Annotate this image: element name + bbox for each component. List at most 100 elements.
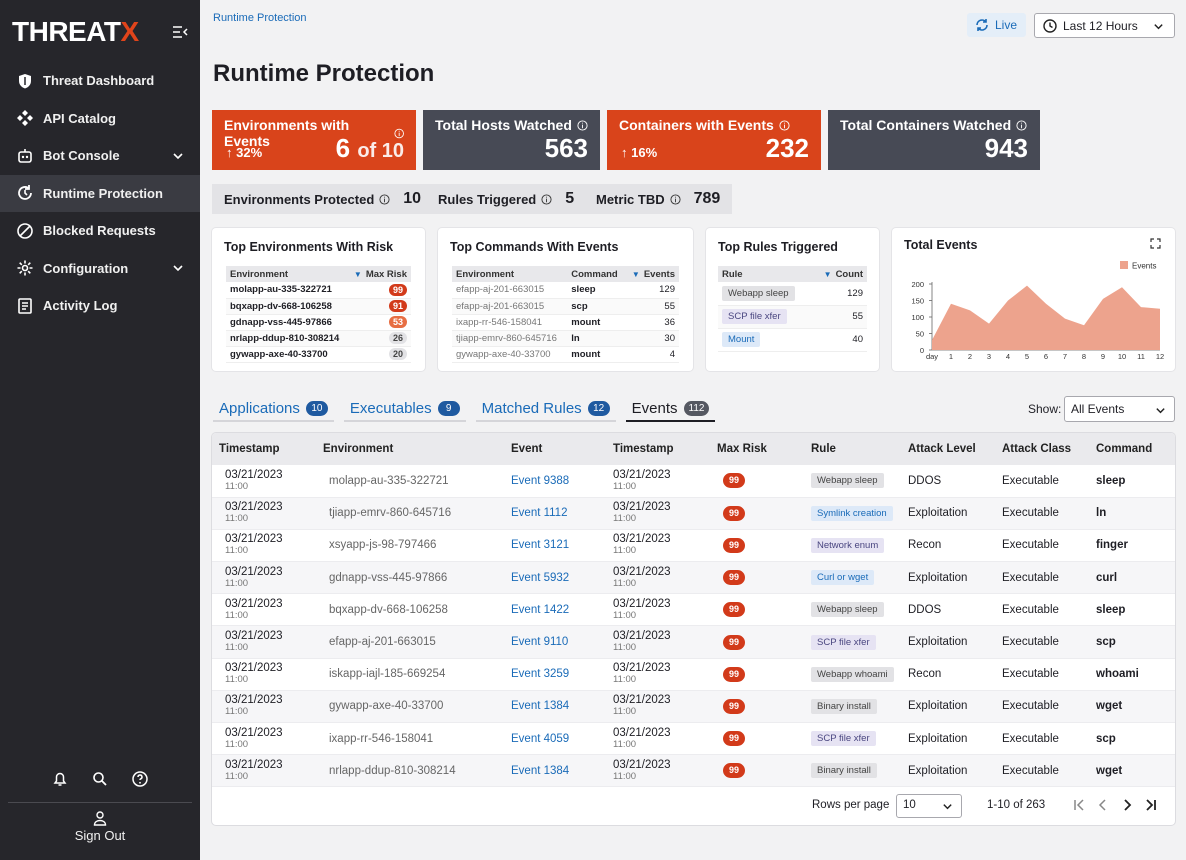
col-header[interactable]: Command <box>1089 433 1175 465</box>
mini-kpi-metric-tbd[interactable]: Metric TBD 789 <box>584 184 733 214</box>
col-header[interactable]: Attack Class <box>995 433 1089 465</box>
mini-kpi-rules-triggered[interactable]: Rules Triggered 5 <box>426 184 587 214</box>
rule-chip[interactable]: SCP file xfer <box>811 634 876 650</box>
table-row[interactable]: 03/21/2023 11:00 molapp-au-335-322721 Event… <box>212 465 1175 498</box>
bell-icon[interactable] <box>51 770 69 788</box>
event-link[interactable]: Event 3121 <box>511 539 570 552</box>
col-header[interactable]: ▼ Events <box>624 266 679 282</box>
tab-events[interactable]: Events 112 <box>625 396 716 422</box>
col-header[interactable]: Attack Level <box>901 433 995 465</box>
kpi-containers-with-events[interactable]: Containers with Events ↑ 16% 232 <box>607 110 821 170</box>
event-link[interactable]: Event 4059 <box>511 732 570 745</box>
table-row[interactable]: ixapp-rr-546-158041 mount 36 <box>452 314 679 331</box>
table-row[interactable]: efapp-aj-201-663015 scp 55 <box>452 298 679 315</box>
event-link[interactable]: Event 1384 <box>511 764 570 777</box>
rule-chip[interactable]: Webapp sleep <box>811 602 884 618</box>
table-row[interactable]: 03/21/2023 11:00 iskapp-iajl-185-669254 Eve… <box>212 658 1175 691</box>
table-row[interactable]: bqxapp-dv-668-106258 91 <box>226 298 411 315</box>
rule-chip[interactable]: SCP file xfer <box>811 731 876 747</box>
threatx-logo[interactable]: THREATX <box>12 16 139 47</box>
kpi-environments-with-events[interactable]: Environments with Events ↑ 32% 6 of 10 <box>212 110 416 170</box>
rows-per-page-select[interactable]: 10 <box>896 794 962 818</box>
col-header[interactable]: Rule <box>718 266 812 282</box>
timestamp-cell: 03/21/2023 11:00 <box>606 593 710 627</box>
sidebar-item-api-catalog[interactable]: API Catalog <box>0 100 200 138</box>
help-icon[interactable] <box>131 770 149 788</box>
kpi-total-containers[interactable]: Total Containers Watched 943 <box>828 110 1040 170</box>
sidebar-item-blocked-requests[interactable]: Blocked Requests <box>0 212 200 250</box>
table-row[interactable]: gdnapp-vss-445-97866 53 <box>226 314 411 331</box>
rule-chip[interactable]: Binary install <box>811 698 877 714</box>
table-row[interactable]: 03/21/2023 11:00 bqxapp-dv-668-106258 Event… <box>212 593 1175 627</box>
col-header[interactable]: Timestamp <box>606 433 710 465</box>
tab-applications[interactable]: Applications 10 <box>213 396 334 422</box>
rule-chip[interactable]: Curl or wget <box>811 570 875 586</box>
table-row[interactable]: efapp-aj-201-663015 sleep 129 <box>452 282 679 299</box>
sidebar-item-bot-console[interactable]: Bot Console <box>0 137 200 175</box>
time-range-select[interactable]: Last 12 Hours <box>1034 13 1175 38</box>
col-header[interactable]: Timestamp <box>212 433 316 465</box>
table-row[interactable]: gywapp-axe-40-33700 20 <box>226 346 411 363</box>
table-row[interactable]: 03/21/2023 11:00 gywapp-axe-40-33700 Event … <box>212 690 1175 724</box>
rule-chip[interactable]: Webapp sleep <box>811 473 884 489</box>
environment-cell: iskapp-iajl-185-669254 <box>316 658 504 691</box>
col-header[interactable]: Command <box>567 266 625 282</box>
table-row[interactable]: tjiapp-emrv-860-645716 ln 30 <box>452 330 679 347</box>
col-header[interactable]: ▼ Count <box>811 266 867 282</box>
info-icon <box>1016 119 1027 131</box>
first-page-icon[interactable] <box>1070 796 1088 814</box>
mini-kpi-environments-protected[interactable]: Environments Protected 10 <box>212 184 434 214</box>
table-row[interactable]: molapp-au-335-322721 99 <box>226 282 411 299</box>
event-link[interactable]: Event 9110 <box>511 636 569 649</box>
kpi-total-hosts[interactable]: Total Hosts Watched 563 <box>423 110 600 170</box>
sidebar-item-activity-log[interactable]: Activity Log <box>0 287 200 325</box>
sidebar-item-runtime-protection[interactable]: Runtime Protection <box>0 174 200 212</box>
table-row[interactable]: Mount 40 <box>718 328 867 352</box>
table-row[interactable]: 03/21/2023 11:00 efapp-aj-201-663015 Event … <box>212 625 1175 659</box>
event-link[interactable]: Event 3259 <box>511 668 570 681</box>
live-button[interactable]: Live <box>967 13 1026 37</box>
table-row[interactable]: gywapp-axe-40-33700 mount 4 <box>452 346 679 363</box>
tab-matched-rules[interactable]: Matched Rules 12 <box>475 396 616 422</box>
expand-icon[interactable] <box>1150 238 1161 249</box>
rule-chip[interactable]: Network enum <box>811 537 885 553</box>
event-link[interactable]: Event 9388 <box>511 474 570 487</box>
col-header[interactable]: Environment <box>452 266 568 282</box>
event-link[interactable]: Event 1422 <box>511 603 570 616</box>
table-row[interactable]: Webapp sleep 129 <box>718 282 867 306</box>
rule-chip[interactable]: Binary install <box>811 763 877 779</box>
sidebar-item-threat-dashboard[interactable]: Threat Dashboard <box>0 62 200 100</box>
col-header[interactable]: Environment <box>316 433 504 465</box>
next-page-icon[interactable] <box>1118 796 1136 814</box>
chevron-down-icon[interactable] <box>172 150 184 162</box>
col-header[interactable]: Rule <box>804 433 901 465</box>
col-header[interactable]: ▼ Max Risk <box>347 266 411 282</box>
tab-executables[interactable]: Executables 9 <box>343 396 466 422</box>
table-row[interactable]: 03/21/2023 11:00 nrlapp-ddup-810-308214 Eve… <box>212 754 1175 788</box>
table-row[interactable]: 03/21/2023 11:00 ixapp-rr-546-158041 Event … <box>212 722 1175 756</box>
api-icon <box>17 110 33 127</box>
search-icon[interactable] <box>91 770 109 788</box>
col-header[interactable]: Event <box>504 433 606 465</box>
previous-page-icon[interactable] <box>1094 796 1112 814</box>
col-header[interactable]: Environment <box>226 266 348 282</box>
col-header[interactable]: Max Risk <box>710 433 804 465</box>
date: 03/21/2023 <box>613 533 671 546</box>
rule-chip[interactable]: Symlink creation <box>811 505 893 521</box>
table-row[interactable]: SCP file xfer 55 <box>718 305 867 329</box>
last-page-icon[interactable] <box>1142 796 1160 814</box>
collapse-sidebar-icon[interactable] <box>172 24 188 40</box>
show-filter-select[interactable]: All Events <box>1064 396 1175 422</box>
table-row[interactable]: 03/21/2023 11:00 tjiapp-emrv-860-645716 Eve… <box>212 497 1175 530</box>
rule-chip[interactable]: Webapp whoami <box>811 666 894 682</box>
event-link[interactable]: Event 1384 <box>511 700 570 713</box>
table-row[interactable]: 03/21/2023 11:00 gdnapp-vss-445-97866 Event… <box>212 561 1175 595</box>
event-link[interactable]: Event 1112 <box>511 507 568 520</box>
breadcrumb[interactable]: Runtime Protection <box>213 12 307 24</box>
event-link[interactable]: Event 5932 <box>511 571 570 584</box>
table-row[interactable]: nrlapp-ddup-810-308214 26 <box>226 330 411 347</box>
chevron-down-icon[interactable] <box>172 262 184 274</box>
sign-out-button[interactable]: Sign Out <box>0 810 200 843</box>
sidebar-item-configuration[interactable]: Configuration <box>0 250 200 288</box>
table-row[interactable]: 03/21/2023 11:00 xsyapp-js-98-797466 Event … <box>212 529 1175 563</box>
